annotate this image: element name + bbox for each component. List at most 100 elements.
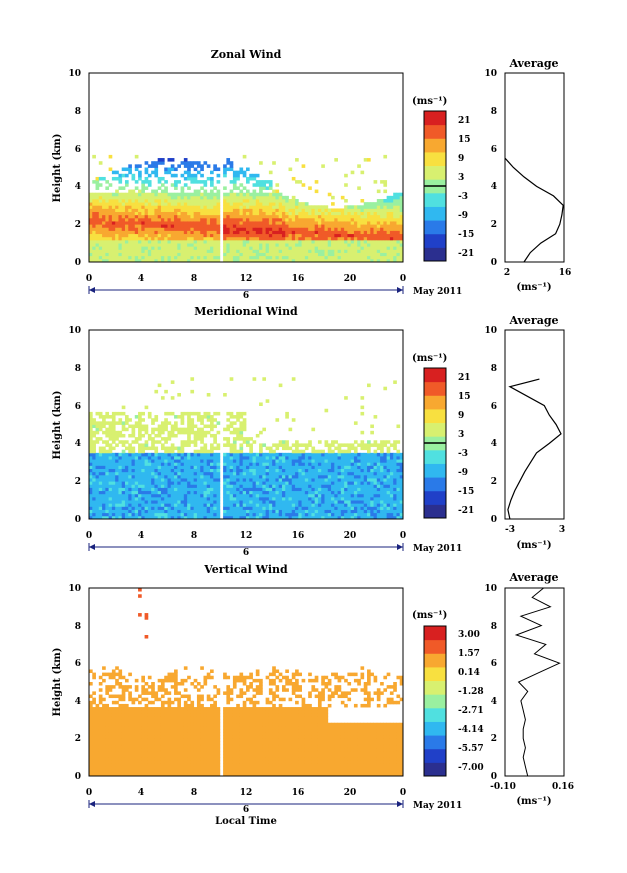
heatmap-cell <box>131 446 136 451</box>
heatmap-cell <box>262 214 267 219</box>
heatmap-cell <box>393 443 397 447</box>
heatmap-cell <box>347 233 352 238</box>
heatmap-cell <box>386 465 391 469</box>
heatmap-cell <box>95 710 100 714</box>
heatmap-cell <box>167 496 172 501</box>
heatmap-cell <box>196 433 201 438</box>
heatmap-cell <box>376 258 381 262</box>
heatmap-cell <box>357 493 361 498</box>
heatmap-cell <box>363 515 368 519</box>
heatmap-cell <box>272 500 276 504</box>
heatmap-cell <box>147 183 152 187</box>
heatmap-cell <box>376 227 381 231</box>
heatmap-cell <box>164 211 168 216</box>
heatmap-cell <box>105 227 110 231</box>
heatmap-cell <box>92 446 96 451</box>
heatmap-cell <box>275 183 280 187</box>
heatmap-cell <box>304 217 309 222</box>
heatmap-cell <box>151 509 155 514</box>
heatmap-cell <box>367 224 371 228</box>
heatmap-cell <box>288 239 293 244</box>
heatmap-cell <box>124 183 129 187</box>
heatmap-cell <box>193 221 198 225</box>
heatmap-cell <box>157 186 162 190</box>
heatmap-cell <box>167 459 172 463</box>
heatmap-cell <box>380 500 384 504</box>
heatmap-cell <box>144 192 149 197</box>
heatmap-cell <box>291 481 296 485</box>
heatmap-cell <box>232 258 237 262</box>
heatmap-cell <box>295 440 299 444</box>
heatmap-cell <box>321 478 325 482</box>
heatmap-cell <box>281 465 286 469</box>
heatmap-cell <box>128 233 132 238</box>
heatmap-cell <box>193 452 198 457</box>
heatmap-cell <box>314 211 319 216</box>
heatmap-cell <box>324 481 329 485</box>
heatmap-cell <box>232 202 237 206</box>
heatmap-cell <box>196 449 201 454</box>
heatmap-cell <box>105 415 110 419</box>
heatmap-cell <box>331 512 335 517</box>
heatmap-cell <box>98 732 103 736</box>
heatmap-cell <box>160 199 165 203</box>
heatmap-cell <box>180 474 185 479</box>
heatmap-cell <box>164 465 168 469</box>
heatmap-cell <box>226 503 231 507</box>
heatmap-cell <box>131 208 136 212</box>
heatmap-cell <box>170 221 175 225</box>
heatmap-cell <box>373 443 378 447</box>
heatmap-cell <box>128 246 132 250</box>
heatmap-cell <box>89 772 93 776</box>
heatmap-cell <box>111 456 116 460</box>
heatmap-cell <box>92 180 96 184</box>
heatmap-cell <box>203 192 208 197</box>
heatmap-cell <box>213 202 217 206</box>
heatmap-cell <box>102 757 106 761</box>
heatmap-cell <box>255 205 260 209</box>
heatmap-cell <box>141 427 145 432</box>
heatmap-cell <box>174 484 178 488</box>
heatmap-cell <box>317 496 322 501</box>
heatmap-cell <box>236 430 240 435</box>
heatmap-cell <box>92 202 96 206</box>
heatmap-cell <box>187 227 191 231</box>
heatmap-cell <box>360 214 365 219</box>
heatmap-cell <box>229 239 234 244</box>
heatmap-cell <box>157 199 162 203</box>
heatmap-cell <box>327 471 332 476</box>
heatmap-cell <box>275 493 280 498</box>
heatmap-cell <box>298 474 302 479</box>
heatmap-cell <box>350 493 355 498</box>
heatmap-cell <box>187 433 191 438</box>
heatmap-cell <box>295 446 299 451</box>
heatmap-cell <box>98 515 103 519</box>
heatmap-cell <box>389 258 394 262</box>
heatmap-cell <box>223 471 227 476</box>
heatmap-cell <box>187 459 191 463</box>
heatmap-cells <box>89 154 403 262</box>
heatmap-cell <box>89 716 93 720</box>
heatmap-cell <box>203 515 208 519</box>
heatmap-cell <box>295 252 299 257</box>
heatmap-cell <box>367 249 371 253</box>
heatmap-cell <box>193 493 198 498</box>
heatmap-cell <box>196 415 201 419</box>
heatmap-cell <box>308 496 312 501</box>
heatmap-cell <box>131 512 136 517</box>
heatmap-cell <box>255 246 260 250</box>
heatmap-cell <box>164 496 168 501</box>
heatmap-cell <box>187 233 191 238</box>
heatmap-cell <box>259 509 263 514</box>
heatmap-cell <box>210 227 214 231</box>
heatmap-cell <box>196 430 201 435</box>
heatmap-cell <box>151 446 155 451</box>
heatmap-cell <box>232 437 237 441</box>
heatmap-cell <box>210 202 214 206</box>
heatmap-cell <box>213 164 217 168</box>
heatmap-cell <box>252 468 257 473</box>
colorbar-tick-label: -15 <box>458 230 474 240</box>
heatmap-cell <box>265 512 270 517</box>
heatmap-cell <box>295 459 299 463</box>
heatmap-cell <box>118 176 123 181</box>
